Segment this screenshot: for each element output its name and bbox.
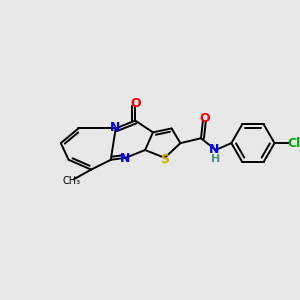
Text: N: N — [120, 152, 131, 165]
Text: Cl: Cl — [287, 136, 300, 150]
Text: CH₃: CH₃ — [62, 176, 81, 186]
Text: N: N — [208, 142, 219, 155]
Text: S: S — [160, 153, 169, 166]
Text: O: O — [200, 112, 210, 125]
Text: N: N — [110, 121, 120, 134]
Text: H: H — [211, 154, 220, 164]
Text: O: O — [130, 98, 141, 110]
